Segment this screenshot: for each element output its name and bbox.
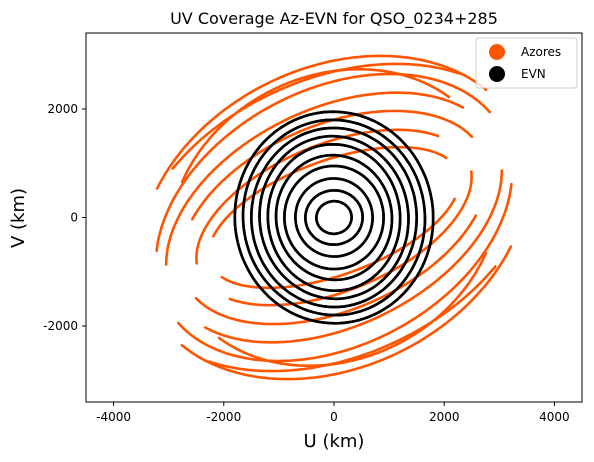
uv-track-azores-4-a: [195, 128, 440, 265]
x-tick-label: 2000: [429, 410, 460, 424]
uv-track-azores-4-b: [228, 170, 473, 307]
uv-track-evn-8-b: [304, 189, 364, 246]
series-evn-group: [233, 110, 435, 325]
uv-track-evn-6-b: [283, 164, 385, 271]
uv-track-evn-9-b: [315, 199, 353, 236]
uv-track-azores-1-a: [155, 72, 491, 253]
x-tick-label: -2000: [206, 410, 241, 424]
uv-track-evn-2-b: [250, 126, 419, 309]
legend: Azores EVN: [475, 37, 578, 89]
legend-label-evn: EVN: [521, 67, 546, 81]
chart-title: UV Coverage Az-EVN for QSO_0234+285: [170, 9, 498, 29]
x-tick-label: 4000: [539, 410, 570, 424]
uv-track-evn-0-b: [233, 110, 435, 325]
y-ticks: -2000 0 2000: [43, 102, 86, 333]
x-ticks: -4000 -2000 0 2000 4000: [96, 402, 570, 424]
uv-track-evn-7-b: [294, 177, 374, 258]
uv-track-azores-7-b: [217, 251, 488, 367]
uv-track-azores-0-b: [180, 245, 513, 381]
uv-track-azores-2-b: [203, 169, 504, 344]
uv-track-azores-7-a: [180, 68, 451, 184]
uv-track-azores-1-b: [177, 182, 513, 363]
x-tick-label: -4000: [96, 410, 131, 424]
y-tick-label: -2000: [43, 319, 78, 333]
series-azores-group: [155, 54, 513, 381]
uv-track-azores-6-a: [171, 62, 460, 170]
uv-track-evn-5-b: [274, 153, 394, 282]
y-tick-label: 2000: [47, 102, 78, 116]
uv-track-evn-3-b: [258, 134, 410, 301]
y-axis-label: V (km): [8, 188, 29, 248]
data-tracks: [155, 54, 513, 381]
uv-track-evn-4-b: [266, 142, 402, 293]
uv-track-azores-2-a: [164, 91, 465, 266]
uv-track-azores-6-b: [208, 265, 497, 373]
y-tick-label: 0: [70, 211, 78, 225]
x-axis-label: U (km): [304, 431, 365, 452]
uv-track-azores-0-a: [155, 54, 488, 190]
uv-track-evn-1-b: [241, 118, 427, 317]
legend-label-azores: Azores: [521, 45, 561, 59]
legend-marker-evn: [489, 66, 505, 82]
x-tick-label: 0: [330, 410, 338, 424]
legend-marker-azores: [489, 44, 505, 60]
